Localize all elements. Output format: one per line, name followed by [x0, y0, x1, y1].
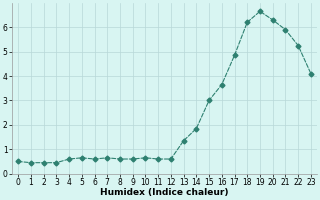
X-axis label: Humidex (Indice chaleur): Humidex (Indice chaleur): [100, 188, 229, 197]
